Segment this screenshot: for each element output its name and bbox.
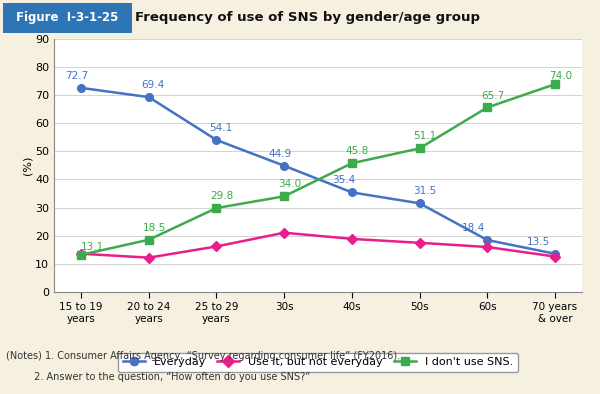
I don't use SNS. — [281, 194, 288, 199]
Everyday — [551, 251, 559, 256]
Everyday — [416, 201, 423, 206]
Line: Everyday: Everyday — [77, 84, 559, 258]
Everyday — [77, 85, 85, 90]
Text: 44.9: 44.9 — [268, 149, 292, 159]
Text: 65.7: 65.7 — [481, 91, 505, 100]
Text: 51.1: 51.1 — [413, 132, 437, 141]
Use it, but not everyday — [484, 245, 491, 249]
I don't use SNS. — [416, 146, 423, 151]
I don't use SNS. — [551, 82, 559, 87]
Y-axis label: (%): (%) — [22, 156, 32, 175]
Text: 13.5: 13.5 — [527, 237, 550, 247]
I don't use SNS. — [145, 237, 152, 242]
Use it, but not everyday — [416, 240, 423, 245]
Everyday — [348, 190, 355, 195]
Text: 18.5: 18.5 — [143, 223, 166, 233]
Use it, but not everyday — [551, 254, 559, 259]
Use it, but not everyday — [348, 236, 355, 241]
I don't use SNS. — [213, 206, 220, 210]
Text: 2. Answer to the question, “How often do you use SNS?”: 2. Answer to the question, “How often do… — [6, 372, 310, 382]
Text: 74.0: 74.0 — [549, 71, 572, 82]
I don't use SNS. — [348, 161, 355, 165]
Use it, but not everyday — [281, 230, 288, 235]
Use it, but not everyday — [77, 251, 85, 256]
Everyday — [281, 164, 288, 168]
Text: 72.7: 72.7 — [65, 71, 89, 81]
Text: 34.0: 34.0 — [278, 179, 301, 190]
Line: I don't use SNS.: I don't use SNS. — [77, 80, 559, 259]
Use it, but not everyday — [213, 244, 220, 249]
Text: 18.4: 18.4 — [462, 223, 485, 233]
Text: 31.5: 31.5 — [413, 186, 437, 196]
Everyday — [484, 238, 491, 242]
Everyday — [145, 95, 152, 99]
Everyday — [213, 138, 220, 142]
Text: 35.4: 35.4 — [332, 175, 355, 186]
Text: 13.1: 13.1 — [80, 242, 104, 252]
I don't use SNS. — [484, 105, 491, 110]
Text: 45.8: 45.8 — [346, 146, 369, 156]
Use it, but not everyday — [145, 255, 152, 260]
Line: Use it, but not everyday: Use it, but not everyday — [77, 229, 559, 262]
Text: (Notes) 1. Consumer Affairs Agency, “Survey regarding consumer life” (FY2016).: (Notes) 1. Consumer Affairs Agency, “Sur… — [6, 351, 400, 361]
Text: 69.4: 69.4 — [142, 80, 164, 90]
I don't use SNS. — [77, 253, 85, 257]
Legend: Everyday, Use it, but not everyday, I don't use SNS.: Everyday, Use it, but not everyday, I do… — [118, 353, 518, 372]
Text: 54.1: 54.1 — [209, 123, 232, 133]
FancyBboxPatch shape — [3, 3, 132, 33]
Text: Frequency of use of SNS by gender/age group: Frequency of use of SNS by gender/age gr… — [135, 11, 480, 24]
Text: 29.8: 29.8 — [211, 191, 233, 201]
Text: Figure  I-3-1-25: Figure I-3-1-25 — [16, 11, 118, 24]
